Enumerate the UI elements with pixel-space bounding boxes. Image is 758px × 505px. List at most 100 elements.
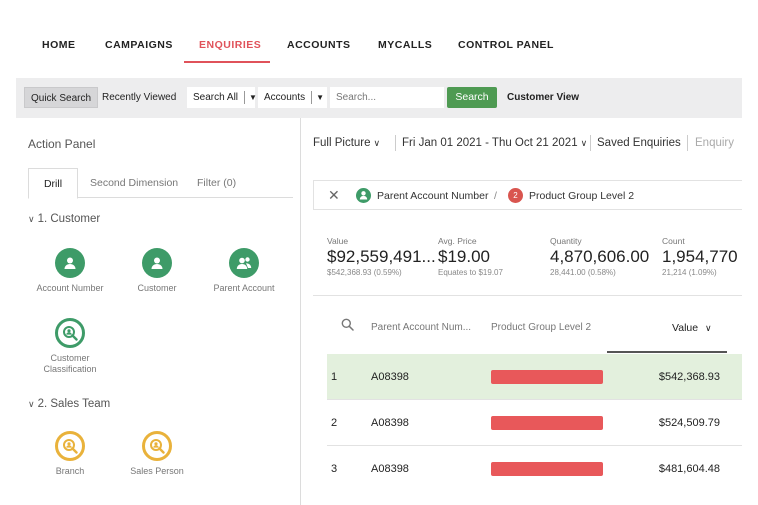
person-icon xyxy=(55,248,85,278)
quick-search-button[interactable]: Quick Search xyxy=(24,87,99,108)
results-panel: Full Picture ∨ Fri Jan 01 2021 - Thu Oct … xyxy=(301,118,742,505)
row-rank: 3 xyxy=(331,463,338,475)
breadcrumb-item-parent-account[interactable]: Parent Account Number xyxy=(377,190,489,202)
enquiry-button[interactable]: Enquiry xyxy=(695,137,734,149)
divider xyxy=(395,135,396,151)
search-toolbar: Quick Search Recently Viewed Search All ▼… xyxy=(16,78,742,118)
top-nav: HOME CAMPAIGNS ENQUIRIES ACCOUNTS MYCALL… xyxy=(0,0,758,68)
metric-number: 4,870,606.00 xyxy=(550,247,650,266)
metric-sub: 28,441.00 (0.58%) xyxy=(550,268,616,277)
close-icon[interactable]: ✕ xyxy=(328,187,340,203)
metric-sub: Equates to $19.07 xyxy=(438,268,503,277)
filter-bar: Full Picture ∨ Fri Jan 01 2021 - Thu Oct … xyxy=(301,132,742,154)
row-value: $524,509.79 xyxy=(658,417,720,429)
accounts-label: Accounts xyxy=(264,92,306,103)
metric-sub: 21,214 (1.09%) xyxy=(662,268,717,277)
search-person-icon xyxy=(142,431,172,461)
chevron-down-icon: ∨ xyxy=(28,214,35,224)
dim-label: Customer Classification xyxy=(43,353,97,374)
table-row[interactable]: 1 A08398 $542,368.93 xyxy=(327,354,742,400)
metric-label: Avg. Price xyxy=(438,236,477,246)
search-person-icon xyxy=(55,431,85,461)
dim-customer[interactable]: Customer xyxy=(118,248,196,294)
row-value: $481,604.48 xyxy=(658,463,720,475)
date-range-select[interactable]: Fri Jan 01 2021 - Thu Oct 21 2021 ∨ xyxy=(402,132,587,154)
customer-view-link[interactable]: Customer View xyxy=(507,92,580,103)
view-select[interactable]: Full Picture ∨ xyxy=(313,132,380,154)
chevron-down-icon: ∨ xyxy=(28,399,35,409)
section-sales-team-header[interactable]: ∨ 2. Sales Team xyxy=(28,398,110,410)
row-rank: 1 xyxy=(331,371,338,383)
product-group-bar xyxy=(491,462,603,476)
summary-metrics: Value $92,559,491... $542,368.93 (0.59%)… xyxy=(313,226,742,296)
metric-count: Count 1,954,770 21,214 (1.09%) xyxy=(662,236,738,277)
row-rank: 2 xyxy=(331,417,338,429)
nav-campaigns[interactable]: CAMPAIGNS xyxy=(105,39,173,51)
person-icon xyxy=(356,188,371,203)
column-header-product-group[interactable]: Product Group Level 2 xyxy=(491,322,592,333)
active-nav-indicator xyxy=(184,61,270,63)
divider xyxy=(687,135,688,151)
metric-number: 1,954,770 xyxy=(662,247,738,266)
row-value: $542,368.93 xyxy=(658,371,720,383)
date-range-label: Fri Jan 01 2021 - Thu Oct 21 2021 xyxy=(402,137,578,149)
nav-enquiries[interactable]: ENQUIRIES xyxy=(199,39,262,51)
search-all-label: Search All xyxy=(193,92,239,103)
level-badge-icon: 2 xyxy=(508,188,523,203)
view-label: Full Picture xyxy=(313,137,371,149)
search-icon[interactable] xyxy=(341,309,354,349)
dim-label: Parent Account xyxy=(213,283,275,293)
product-group-bar xyxy=(491,370,603,384)
dim-label: Branch xyxy=(55,466,85,476)
dim-label: Account Number xyxy=(36,283,104,293)
tab-second-dimension[interactable]: Second Dimension xyxy=(90,177,179,189)
nav-control-panel[interactable]: CONTROL PANEL xyxy=(458,39,554,51)
recently-viewed-button[interactable]: Recently Viewed xyxy=(102,92,177,103)
metric-quantity: Quantity 4,870,606.00 28,441.00 (0.58%) xyxy=(550,236,649,277)
metric-label: Value xyxy=(327,236,349,246)
metric-label: Count xyxy=(662,236,685,246)
people-icon xyxy=(229,248,259,278)
metric-number: $19.00 xyxy=(438,247,490,266)
caret-down-icon: ▼ xyxy=(316,93,325,102)
product-group-bar xyxy=(491,416,603,430)
person-icon xyxy=(142,248,172,278)
chevron-down-icon: ∨ xyxy=(373,138,381,148)
column-header-parent-account[interactable]: Parent Account Num... xyxy=(371,322,472,333)
breadcrumb-separator: / xyxy=(494,190,497,202)
search-input[interactable] xyxy=(330,87,444,108)
row-account: A08398 xyxy=(371,417,409,429)
metric-label: Quantity xyxy=(550,236,582,246)
dim-sales-person[interactable]: Sales Person xyxy=(118,431,196,477)
divider xyxy=(590,135,591,151)
action-panel: Action Panel Drill Second Dimension Filt… xyxy=(16,118,301,505)
column-header-value[interactable]: Value ∨ xyxy=(672,308,712,348)
breadcrumb-item-product-group[interactable]: Product Group Level 2 xyxy=(529,190,635,202)
nav-accounts[interactable]: ACCOUNTS xyxy=(287,39,351,51)
action-panel-tabs: Drill Second Dimension Filter (0) xyxy=(28,168,293,199)
tab-filter[interactable]: Filter (0) xyxy=(197,177,237,189)
dim-parent-account[interactable]: Parent Account xyxy=(205,248,283,294)
chevron-down-icon: ∨ xyxy=(580,138,588,148)
nav-home[interactable]: HOME xyxy=(42,39,76,51)
nav-mycalls[interactable]: MYCALLS xyxy=(378,39,433,51)
metric-avg-price: Avg. Price $19.00 Equates to $19.07 xyxy=(438,236,503,277)
results-table: Parent Account Num... Product Group Leve… xyxy=(327,308,742,492)
table-row[interactable]: 3 A08398 $481,604.48 xyxy=(327,446,742,492)
section-customer-header[interactable]: ∨ 1. Customer xyxy=(28,213,100,225)
dim-label: Customer xyxy=(137,283,177,293)
section-sales-team-title: 2. Sales Team xyxy=(37,398,111,410)
tab-drill[interactable]: Drill xyxy=(28,168,78,199)
dim-customer-classification[interactable]: Customer Classification xyxy=(31,318,109,375)
saved-enquiries-button[interactable]: Saved Enquiries xyxy=(597,137,681,149)
search-all-select[interactable]: Search All ▼ xyxy=(187,87,257,108)
table-row[interactable]: 2 A08398 $524,509.79 xyxy=(327,400,742,446)
metric-number: $92,559,491... xyxy=(327,247,436,266)
value-header-label: Value xyxy=(672,322,699,334)
accounts-select[interactable]: Accounts ▼ xyxy=(258,87,327,108)
dim-branch[interactable]: Branch xyxy=(31,431,109,477)
search-person-icon xyxy=(55,318,85,348)
dim-account-number[interactable]: Account Number xyxy=(31,248,109,294)
search-button[interactable]: Search xyxy=(447,87,497,108)
row-account: A08398 xyxy=(371,371,409,383)
